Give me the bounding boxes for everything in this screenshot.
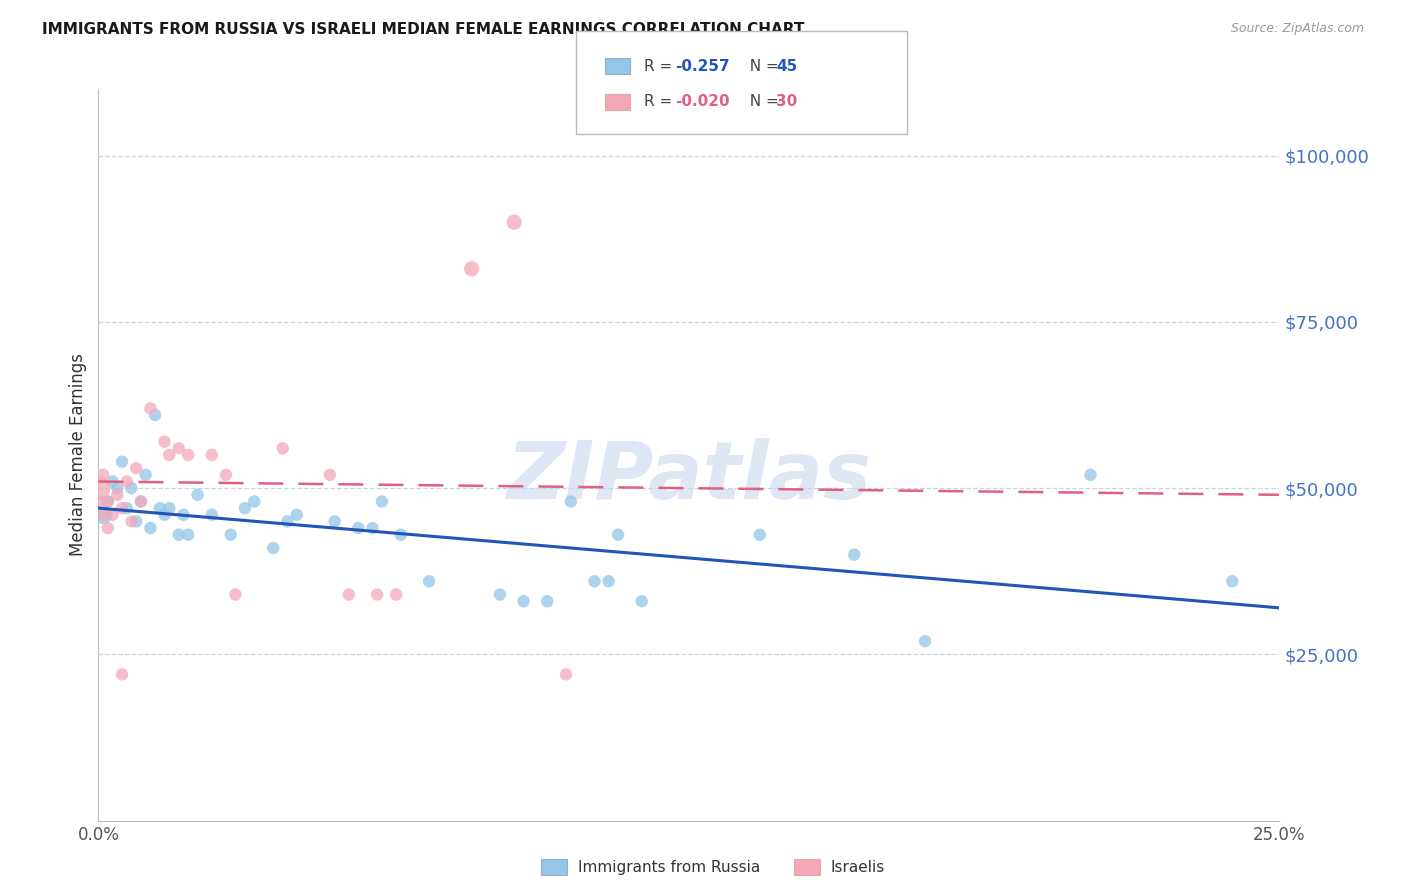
Point [560, 494, 582, 508]
Y-axis label: Median Female Earnings: Median Female Earnings [69, 353, 87, 557]
Point [129, 494, 152, 508]
Point [135, 467, 157, 482]
Point [319, 467, 342, 482]
Point [201, 508, 224, 522]
Point [371, 494, 394, 508]
Point [111, 454, 134, 468]
Point [583, 574, 606, 589]
Text: Immigrants from Russia: Immigrants from Russia [578, 860, 761, 874]
Point [121, 481, 143, 495]
Point [844, 548, 866, 562]
Point [167, 442, 190, 456]
Point [285, 508, 308, 522]
Point [914, 634, 936, 648]
Point [91, 467, 114, 482]
Point [607, 527, 630, 541]
Point [630, 594, 652, 608]
Point [111, 501, 134, 516]
Point [418, 574, 440, 589]
Text: 30: 30 [776, 95, 797, 109]
Point [243, 494, 266, 508]
Point [389, 527, 412, 541]
Point [536, 594, 558, 608]
Point [139, 521, 162, 535]
Point [219, 527, 242, 541]
Point [177, 448, 200, 462]
Point [153, 508, 176, 522]
Point [97, 521, 120, 535]
Point [105, 481, 128, 495]
Text: N =: N = [740, 59, 783, 73]
Text: R =: R = [644, 59, 678, 73]
Text: -0.257: -0.257 [675, 59, 730, 73]
Point [503, 215, 526, 229]
Point [1080, 467, 1102, 482]
Point [233, 501, 256, 516]
Point [97, 494, 120, 508]
Point [87, 494, 110, 508]
Point [224, 588, 246, 602]
Point [598, 574, 620, 589]
Point [87, 481, 110, 495]
Point [167, 527, 190, 541]
Text: Israelis: Israelis [831, 860, 886, 874]
Point [460, 261, 482, 276]
Point [385, 588, 408, 602]
Point [347, 521, 370, 535]
Point [125, 515, 148, 529]
Point [366, 588, 388, 602]
Point [157, 501, 180, 516]
Text: -0.020: -0.020 [675, 95, 730, 109]
Point [512, 594, 534, 608]
Point [101, 475, 124, 489]
Point [121, 515, 143, 529]
Point [101, 508, 124, 522]
Point [1220, 574, 1243, 589]
Point [105, 488, 128, 502]
Point [323, 515, 346, 529]
Point [337, 588, 360, 602]
Point [276, 515, 298, 529]
Point [143, 408, 166, 422]
Point [111, 667, 134, 681]
Point [125, 461, 148, 475]
Point [361, 521, 384, 535]
Text: Source: ZipAtlas.com: Source: ZipAtlas.com [1230, 22, 1364, 36]
Text: ZIPatlas: ZIPatlas [506, 438, 872, 516]
Text: N =: N = [740, 95, 783, 109]
Text: IMMIGRANTS FROM RUSSIA VS ISRAELI MEDIAN FEMALE EARNINGS CORRELATION CHART: IMMIGRANTS FROM RUSSIA VS ISRAELI MEDIAN… [42, 22, 804, 37]
Point [115, 501, 138, 516]
Point [149, 501, 172, 516]
Point [172, 508, 194, 522]
Point [177, 527, 200, 541]
Point [91, 508, 114, 522]
Point [157, 448, 180, 462]
Point [555, 667, 578, 681]
Point [201, 448, 224, 462]
Point [187, 488, 209, 502]
Point [97, 494, 120, 508]
Point [748, 527, 770, 541]
Point [489, 588, 512, 602]
Point [115, 475, 138, 489]
Point [129, 494, 152, 508]
Point [215, 467, 238, 482]
Point [271, 442, 294, 456]
Point [91, 508, 114, 522]
Point [153, 434, 176, 449]
Text: 45: 45 [776, 59, 797, 73]
Point [139, 401, 162, 416]
Text: R =: R = [644, 95, 678, 109]
Point [262, 541, 284, 555]
